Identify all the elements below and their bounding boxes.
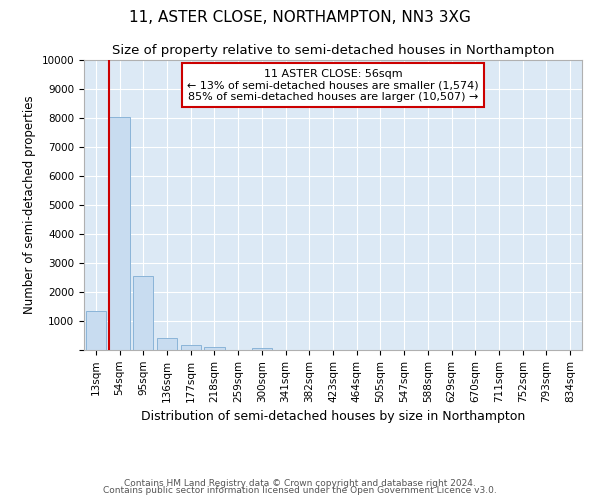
Bar xyxy=(181,345,201,350)
Title: Size of property relative to semi-detached houses in Northampton: Size of property relative to semi-detach… xyxy=(112,44,554,58)
Text: Contains public sector information licensed under the Open Government Licence v3: Contains public sector information licen… xyxy=(103,486,497,495)
Text: Contains HM Land Registry data © Crown copyright and database right 2024.: Contains HM Land Registry data © Crown c… xyxy=(124,478,476,488)
Bar xyxy=(86,311,106,350)
Bar xyxy=(205,347,224,350)
Text: 11, ASTER CLOSE, NORTHAMPTON, NN3 3XG: 11, ASTER CLOSE, NORTHAMPTON, NN3 3XG xyxy=(129,10,471,25)
Bar xyxy=(157,338,177,350)
Bar xyxy=(109,116,130,350)
Text: 11 ASTER CLOSE: 56sqm
← 13% of semi-detached houses are smaller (1,574)
85% of s: 11 ASTER CLOSE: 56sqm ← 13% of semi-deta… xyxy=(187,68,479,102)
Bar xyxy=(252,348,272,350)
Bar xyxy=(133,276,154,350)
Y-axis label: Number of semi-detached properties: Number of semi-detached properties xyxy=(23,96,36,314)
X-axis label: Distribution of semi-detached houses by size in Northampton: Distribution of semi-detached houses by … xyxy=(141,410,525,423)
